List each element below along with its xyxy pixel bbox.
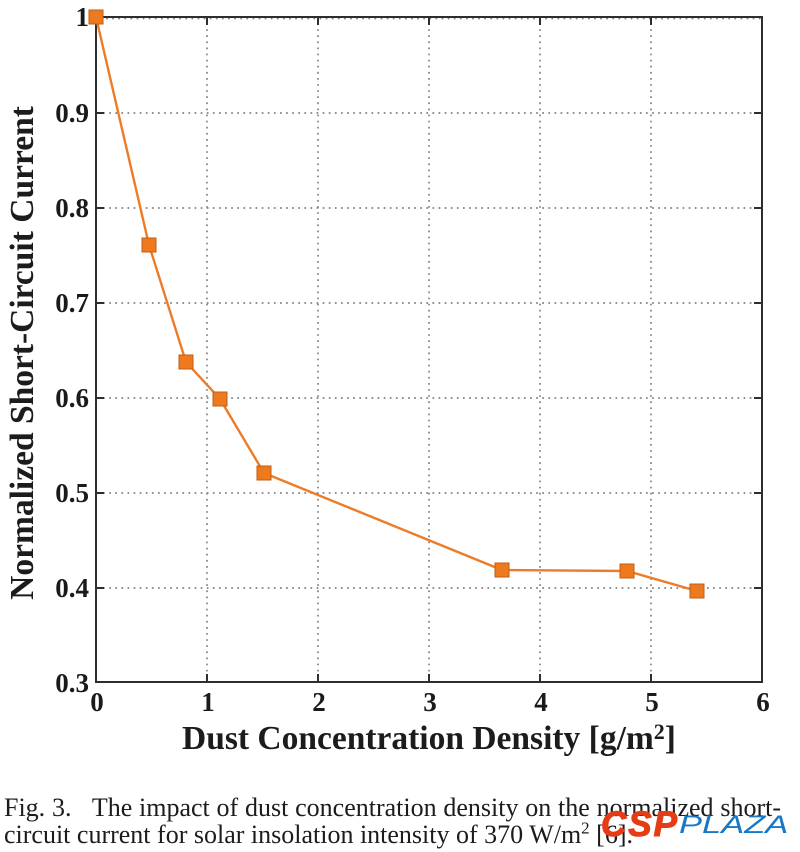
svg-text:0.9: 0.9 — [55, 98, 89, 128]
svg-text:0.7: 0.7 — [55, 288, 89, 318]
svg-text:2: 2 — [312, 687, 326, 717]
svg-text:Dust Concentration Density [g/: Dust Concentration Density [g/m2] — [182, 719, 676, 757]
svg-text:0.6: 0.6 — [55, 383, 89, 413]
svg-text:Normalized Short-Circuit Curre: Normalized Short-Circuit Current — [4, 105, 41, 600]
svg-text:0.5: 0.5 — [55, 478, 89, 508]
svg-text:0.8: 0.8 — [55, 193, 89, 223]
svg-text:6: 6 — [756, 687, 770, 717]
svg-text:0.4: 0.4 — [55, 573, 89, 603]
svg-text:0.3: 0.3 — [55, 668, 89, 698]
svg-text:1: 1 — [76, 2, 90, 32]
svg-text:5: 5 — [645, 687, 659, 717]
svg-text:1: 1 — [201, 687, 215, 717]
svg-text:3: 3 — [423, 687, 437, 717]
svg-text:4: 4 — [534, 687, 548, 717]
svg-text:0: 0 — [90, 687, 104, 717]
